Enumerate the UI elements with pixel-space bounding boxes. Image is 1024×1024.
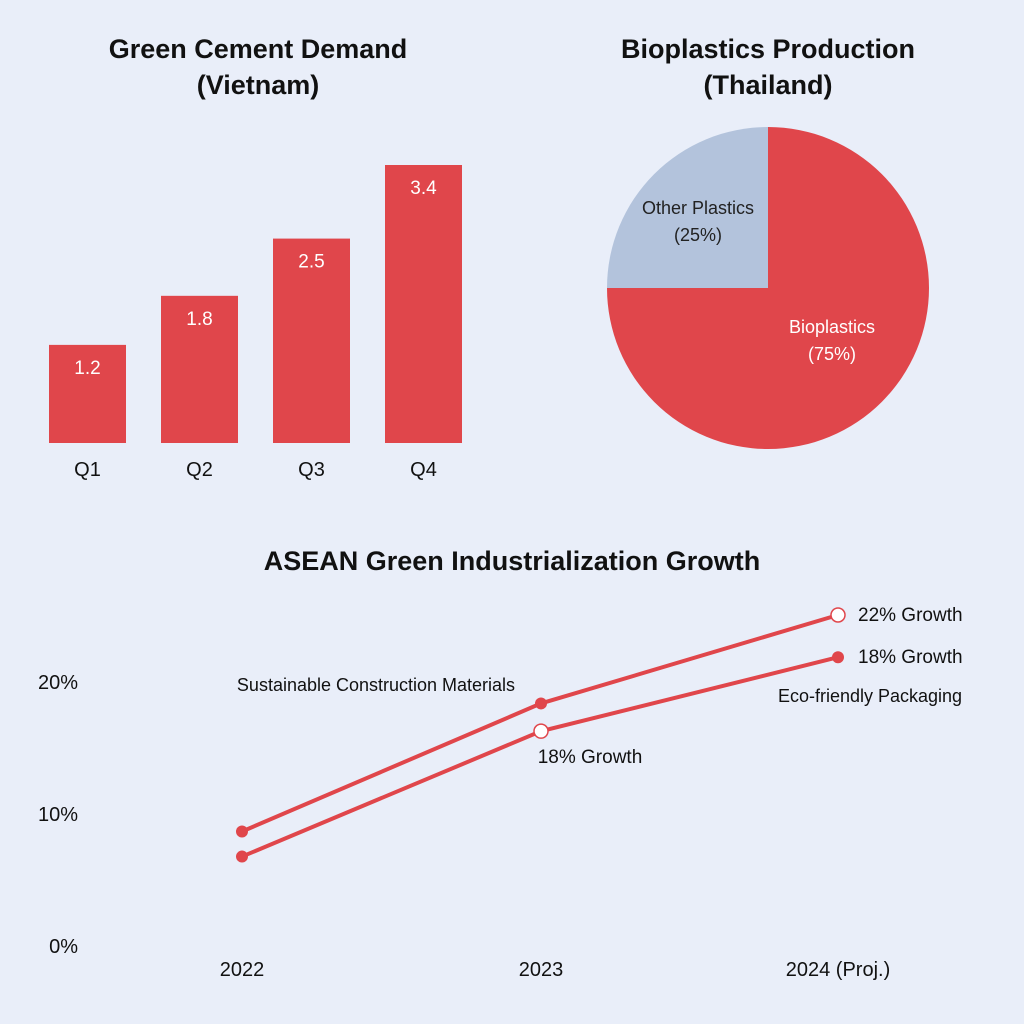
x-tick-label: 2024 (Proj.) [786, 959, 891, 981]
bar-value-label: 1.8 [186, 309, 212, 330]
bar-title-line2: (Vietnam) [197, 70, 320, 100]
pie-label: Other Plastics [642, 198, 754, 218]
x-tick-label: 2023 [519, 959, 564, 981]
bar-value-label: 3.4 [410, 178, 437, 199]
data-point [830, 607, 846, 623]
pie-pct-label: (25%) [674, 225, 722, 245]
series-label: Eco-friendly Packaging [778, 686, 962, 706]
y-tick-label: 0% [49, 936, 78, 958]
series-line-0 [241, 613, 839, 834]
x-tick-label: Q2 [186, 459, 213, 481]
pie-label: Bioplastics [789, 317, 875, 337]
line-title: ASEAN Green Industrialization Growth [264, 546, 761, 576]
series-label: Sustainable Construction Materials [237, 675, 515, 695]
annotation: 22% Growth [858, 605, 963, 626]
y-tick-label: 10% [38, 804, 78, 826]
bar-value-label: 2.5 [298, 252, 324, 273]
bar-title-line1: Green Cement Demand [109, 34, 408, 64]
bar-Q1 [49, 344, 126, 443]
data-point [236, 825, 248, 838]
x-tick-label: Q1 [74, 459, 101, 481]
x-tick-label: 2022 [220, 959, 265, 981]
pie-title-line1: Bioplastics Production [621, 34, 915, 64]
pie-slice-bioplastics [607, 127, 929, 449]
data-point [535, 697, 547, 710]
data-point [236, 850, 248, 863]
x-tick-label: Q3 [298, 459, 325, 481]
bar-Q2 [161, 295, 238, 443]
data-point [832, 651, 844, 664]
bar-value-label: 1.2 [74, 358, 100, 379]
pie-pct-label: (75%) [808, 344, 856, 364]
data-point [533, 723, 549, 739]
pie-title-line2: (Thailand) [704, 70, 833, 100]
x-tick-label: Q4 [410, 459, 437, 481]
annotation: 18% Growth [538, 747, 643, 768]
bar-Q3 [273, 238, 350, 443]
pie-slice-other-plastics [607, 127, 768, 288]
annotation: 18% Growth [858, 647, 963, 668]
bar-Q4 [385, 165, 462, 443]
y-tick-label: 20% [38, 672, 78, 694]
